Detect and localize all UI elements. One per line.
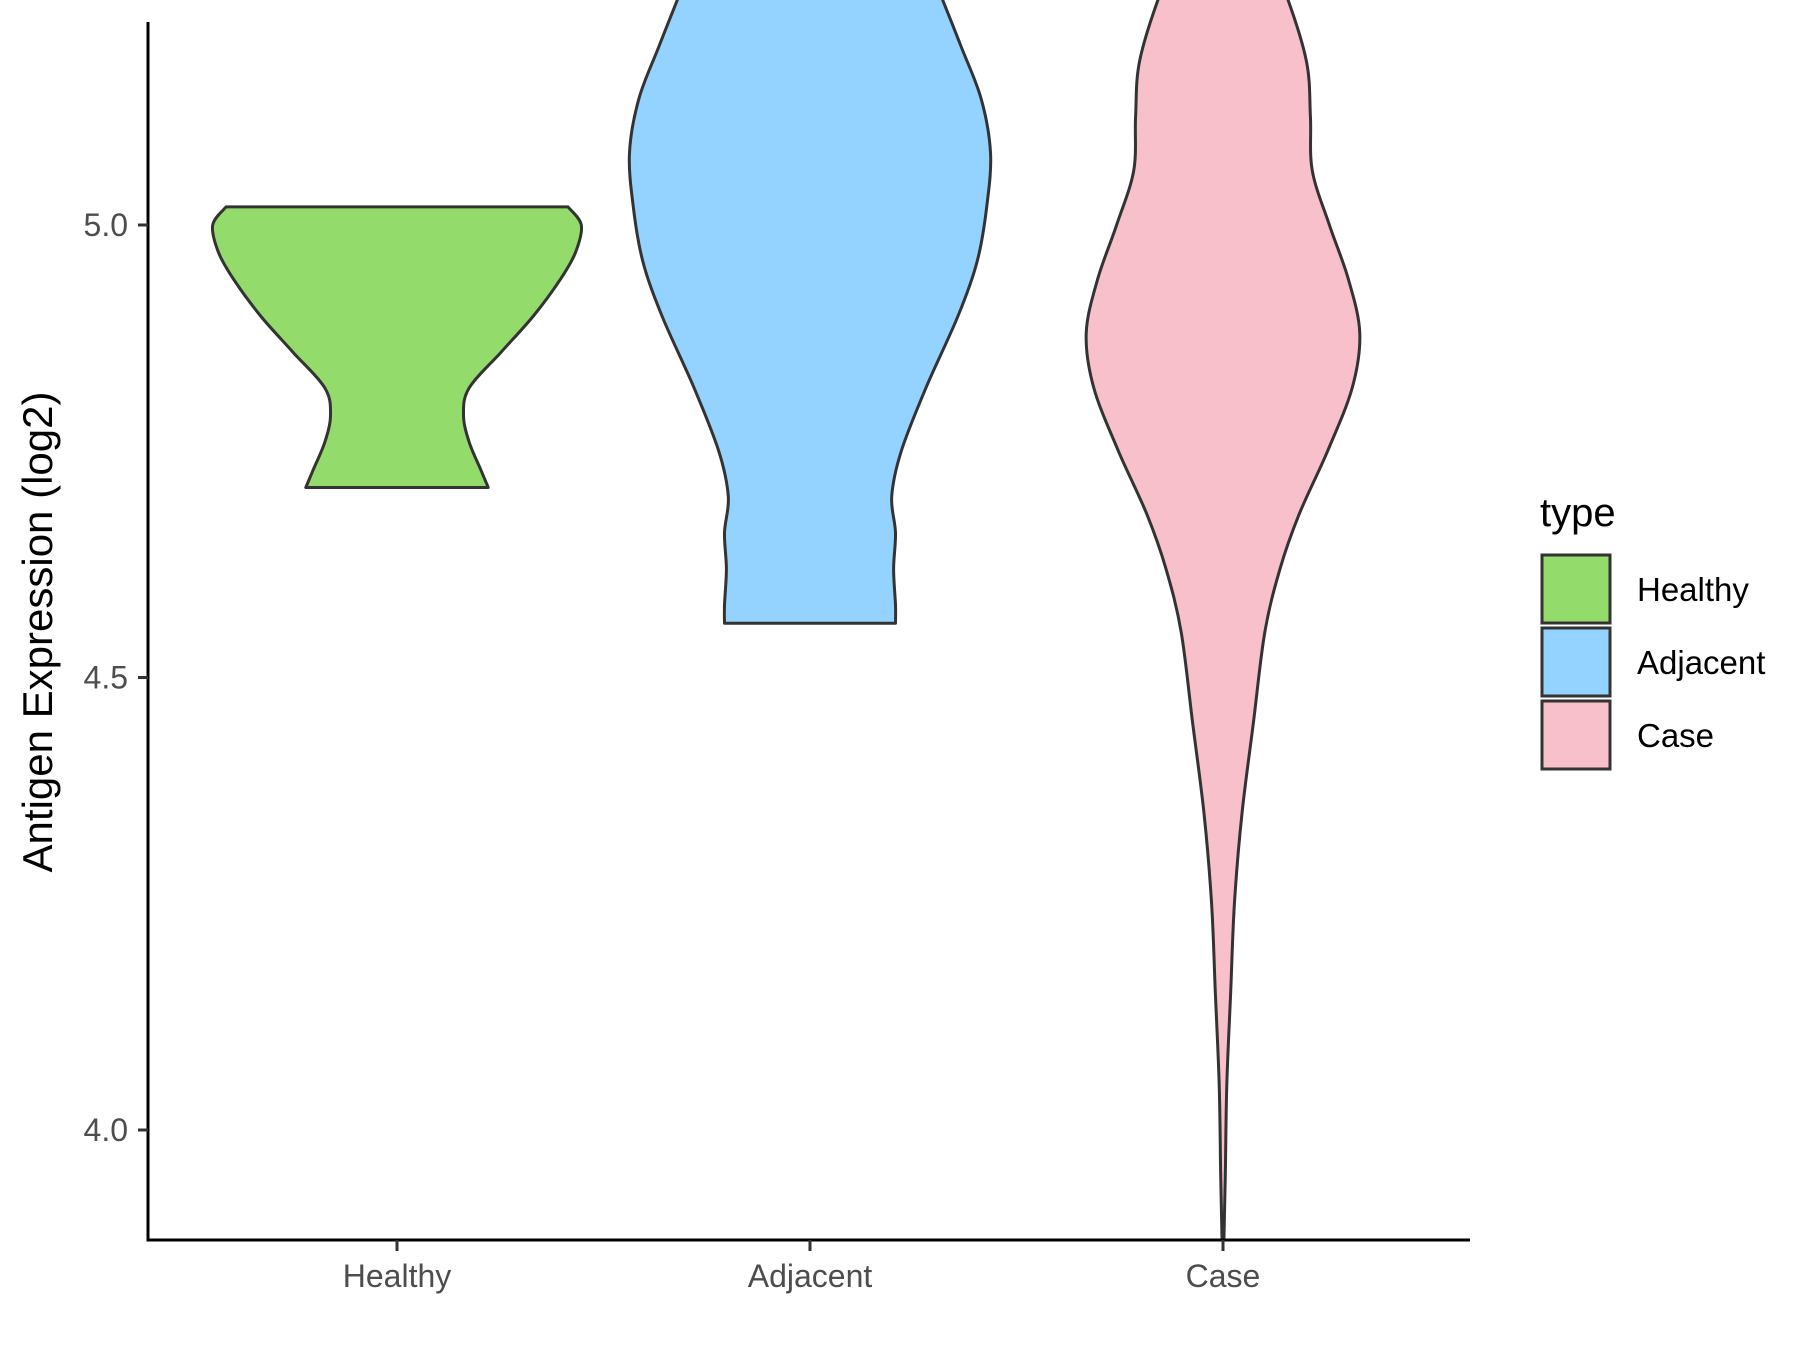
y-axis-label: Antigen Expression (log2) <box>14 392 61 873</box>
legend-label: Adjacent <box>1637 644 1765 681</box>
violins-layer <box>210 0 1362 1241</box>
y-tick-label: 5.0 <box>84 207 128 243</box>
violin-healthy <box>210 205 584 489</box>
violin-adjacent <box>627 0 993 625</box>
y-ticks-layer: 4.04.55.05.56.0 <box>84 207 148 1148</box>
y-tick-label: 4.0 <box>84 1112 128 1148</box>
legend-label: Healthy <box>1637 571 1749 608</box>
legend-key-adjacent <box>1540 626 1612 698</box>
legend-key-case <box>1540 699 1612 771</box>
y-tick-label: 4.5 <box>84 660 128 696</box>
legend-key-healthy <box>1540 553 1612 625</box>
x-tick-label: Healthy <box>343 1258 452 1294</box>
x-ticks-layer: Healthy Adjacent Case <box>343 1240 1261 1294</box>
legend-label: Case <box>1637 717 1714 754</box>
x-tick-label: Adjacent <box>748 1258 873 1294</box>
violin-case <box>1084 0 1362 1241</box>
legend: type Healthy Adjacent Case <box>1540 491 1765 771</box>
x-tick-label: Case <box>1186 1258 1261 1294</box>
legend-title: type <box>1540 491 1616 535</box>
